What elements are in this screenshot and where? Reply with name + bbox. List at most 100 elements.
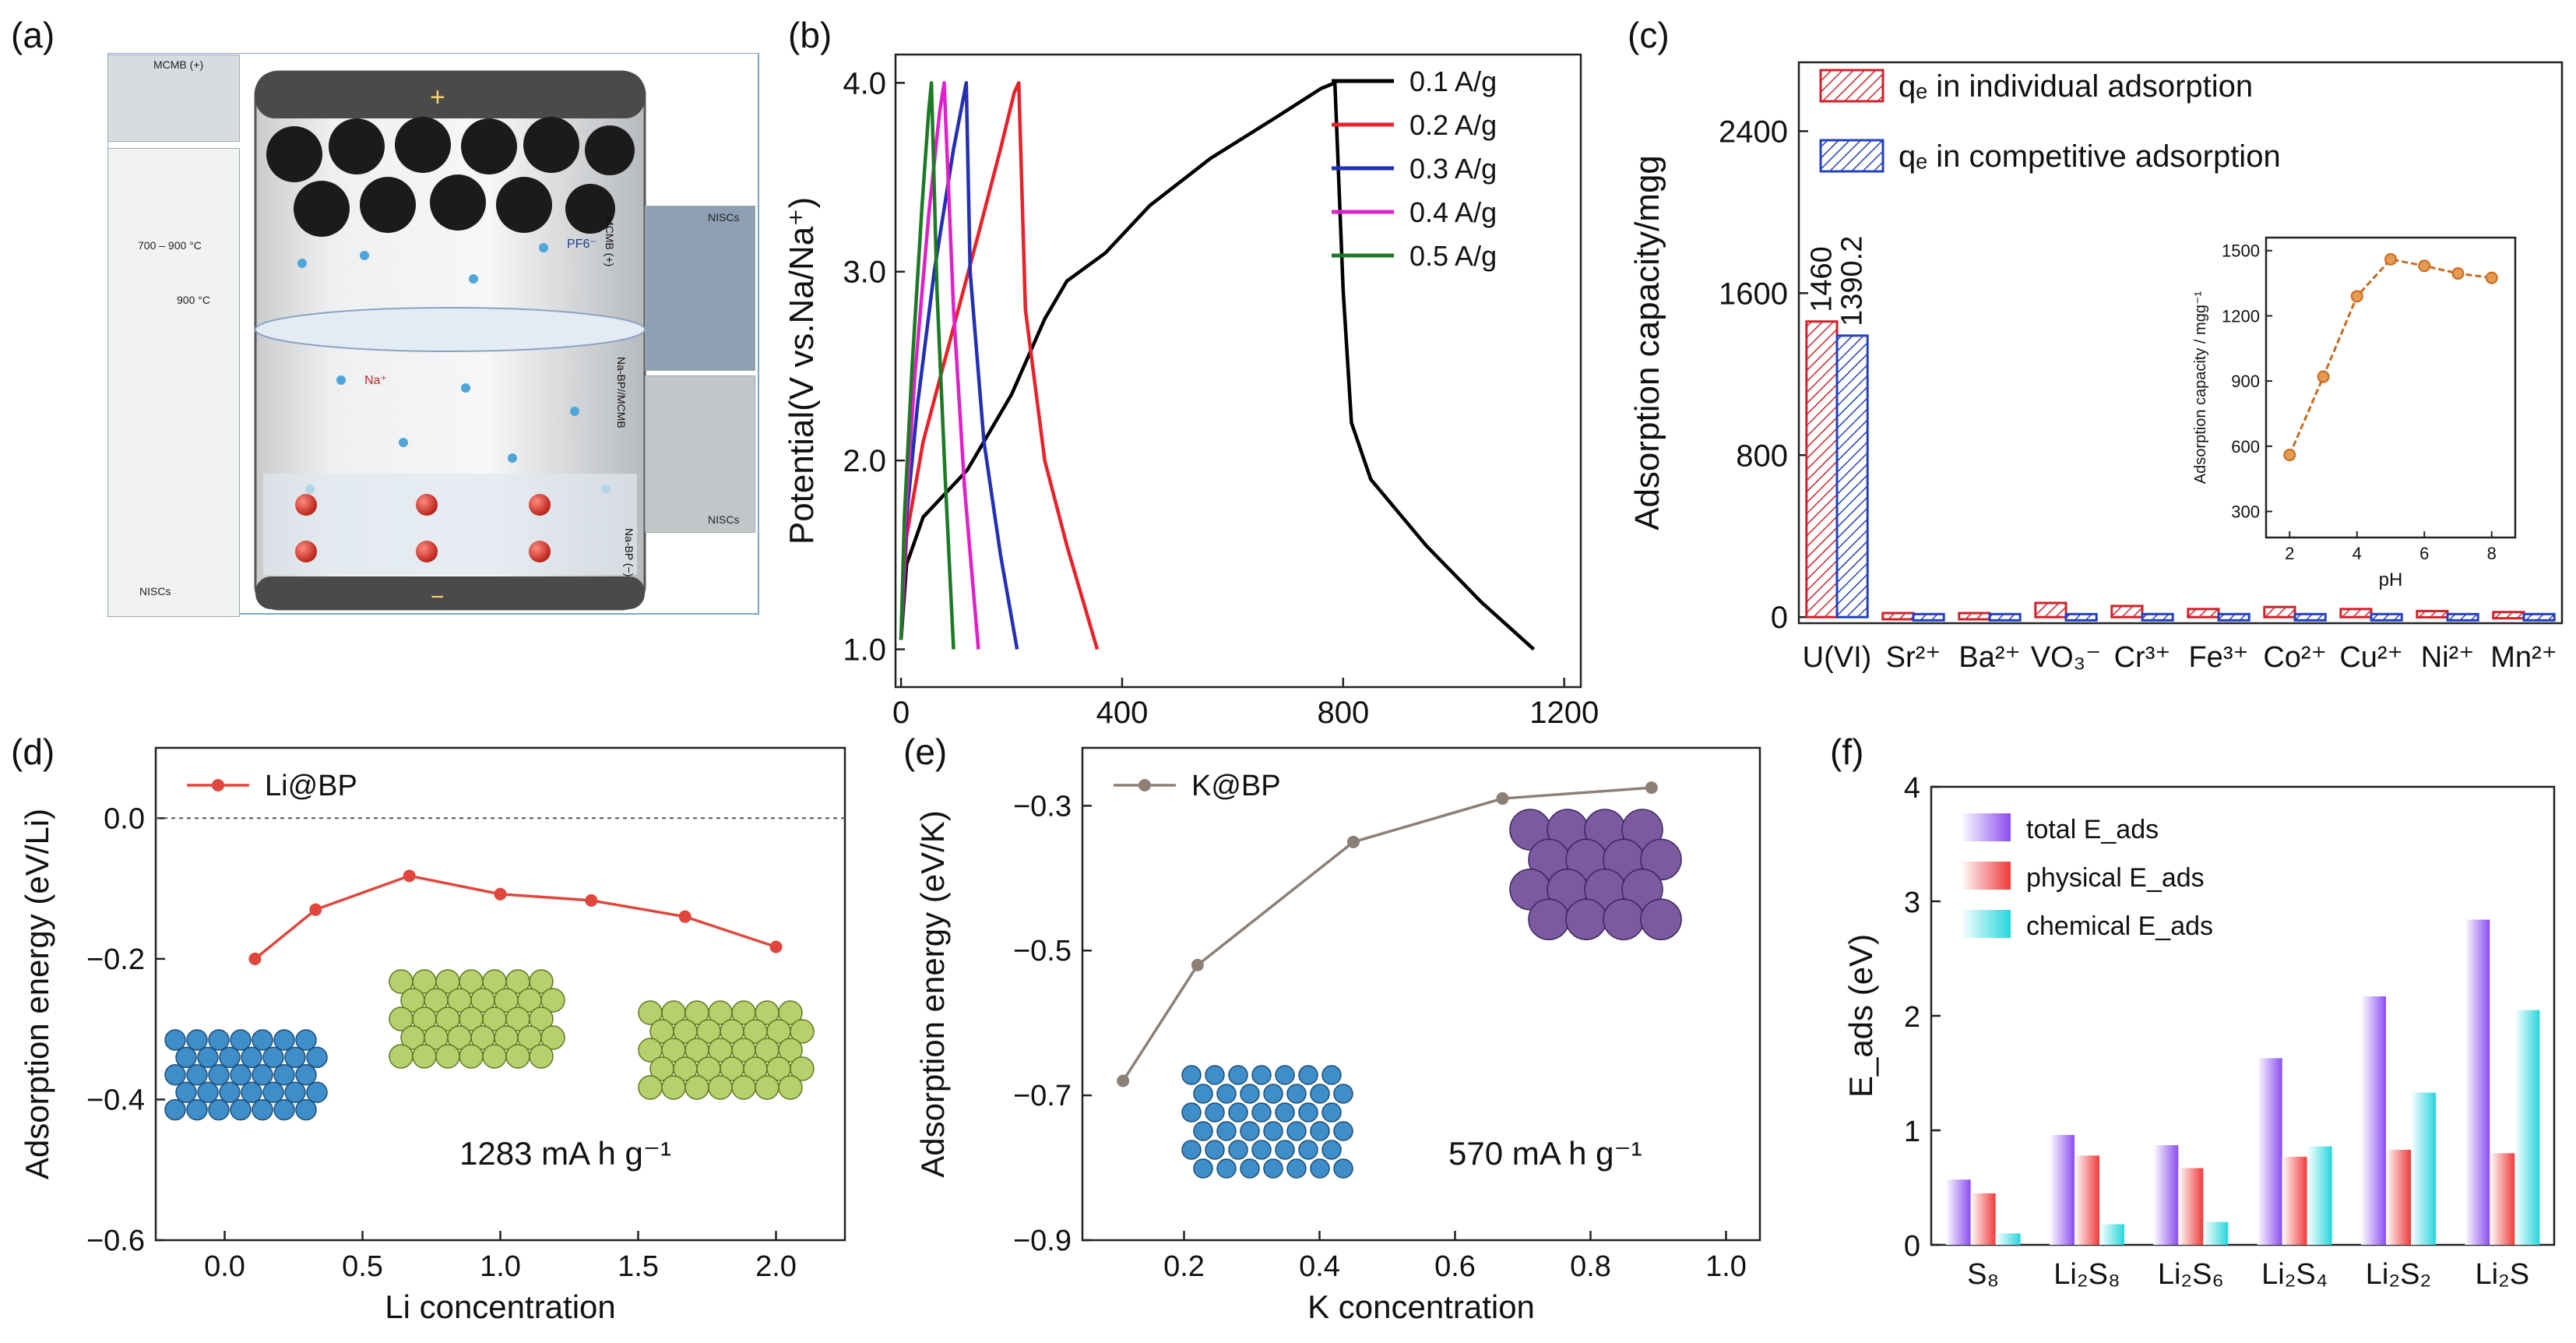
- inset-point-1: [2317, 370, 2330, 383]
- structure-atom: [1321, 1140, 1342, 1160]
- structure-atom: [295, 1064, 317, 1086]
- inset-point-2: [2350, 290, 2363, 303]
- photo-device-2: NISCs: [645, 375, 755, 533]
- bar-1-2: [1988, 612, 2022, 622]
- battery-diagram: + − PF6⁻ Na⁺ MCMB (+) Na-BP//MCMB Na-BP …: [107, 52, 759, 615]
- inset-x-tick-label: 4: [2353, 544, 2362, 563]
- structure-illustration-0: [1509, 809, 1682, 940]
- structure-atom: [1193, 1121, 1213, 1141]
- bar-0-2: [1958, 612, 1991, 621]
- bar-0-0: [1805, 320, 1839, 619]
- structure-atom: [1181, 1140, 1202, 1160]
- y-axis-label: Adsorption capacity/mgg: [1628, 155, 1666, 531]
- x-category-label: Sr²⁺: [1886, 641, 1941, 674]
- bar-2-3: [2307, 1146, 2332, 1245]
- x-tick-label: 400: [1096, 696, 1149, 730]
- x-category-label: Ba²⁺: [1958, 641, 2020, 674]
- structure-atom: [273, 1098, 295, 1121]
- y-tick-label: −0.2: [86, 943, 145, 976]
- structure-atom: [230, 1098, 252, 1121]
- structure-atom: [1333, 1084, 1353, 1104]
- pf6-label: PF6⁻: [567, 238, 596, 251]
- structure-atom: [284, 1046, 306, 1069]
- data-point-1: [309, 903, 322, 916]
- legend-label: Li@BP: [265, 770, 357, 802]
- mcmb-particles: [266, 117, 635, 237]
- structure-atom: [778, 1038, 803, 1063]
- structure-atom: [1193, 1084, 1213, 1104]
- x-tick-label: 800: [1317, 696, 1369, 730]
- structure-atom: [186, 1098, 208, 1121]
- structure-atom: [482, 1044, 507, 1069]
- bar-data-label-1: 1390.2: [1836, 236, 1869, 326]
- y-axis-label: Adsorption energy (eV/Li): [19, 809, 55, 1179]
- bp-lattice: [263, 474, 637, 575]
- structure-atom: [1565, 898, 1607, 940]
- bar-0-7: [2339, 608, 2373, 619]
- plot-frame: [1081, 746, 1761, 1242]
- structure-atom: [1216, 1158, 1237, 1179]
- data-point-4: [585, 894, 598, 907]
- legend-label-0: total E_ads: [2026, 815, 2159, 844]
- data-point-1: [1191, 958, 1204, 971]
- bar-0-5: [2187, 608, 2220, 619]
- legend-label: K@BP: [1191, 770, 1281, 802]
- y-tick-label: 1.0: [843, 633, 886, 668]
- y-axis-label: E_ads (eV): [1842, 934, 1879, 1098]
- structure-atom: [1240, 1084, 1260, 1104]
- structure-atom: [1275, 1102, 1295, 1123]
- structure-atom: [241, 1081, 262, 1103]
- x-category-label: Cu²⁺: [2339, 641, 2402, 674]
- bar-0-3: [2034, 601, 2067, 619]
- minus-terminal-label: −: [431, 584, 445, 610]
- y-axis-label: Adsorption energy (eV/K): [914, 810, 951, 1178]
- structure-atom: [1321, 1102, 1342, 1123]
- structure-atom: [1275, 1140, 1295, 1160]
- x-tick-label: 1.5: [618, 1250, 659, 1283]
- x-axis-label: K concentration: [1307, 1288, 1535, 1325]
- bar-1-3: [2282, 1156, 2307, 1245]
- legend-swatch-0: [1819, 69, 1884, 103]
- structure-atom: [241, 1046, 262, 1069]
- bar-data-label-0: 1460: [1805, 246, 1838, 312]
- panel-label-e: (e): [903, 731, 948, 772]
- bar-1-9: [2522, 612, 2556, 622]
- structure-atom: [1621, 869, 1663, 911]
- inset-x-tick-label: 8: [2487, 544, 2497, 563]
- legend-label-4: 0.5 A/g: [1409, 240, 1497, 272]
- structure-atom: [1621, 809, 1663, 851]
- data-point-4: [1645, 781, 1658, 795]
- bar-0-8: [2416, 609, 2449, 619]
- plot-frame: [1930, 785, 2556, 1246]
- legend-swatch-2: [1961, 910, 2011, 938]
- bar-0-3: [2257, 1058, 2282, 1245]
- structure-illustration-2: [638, 1000, 815, 1100]
- structure-atom: [1298, 1102, 1318, 1123]
- legend-label-1: physical E_ads: [2026, 863, 2205, 893]
- inset-x-axis-label: pH: [2379, 569, 2403, 590]
- bar-0-5: [2465, 919, 2490, 1245]
- inset-frame: [2265, 236, 2517, 539]
- plot-frame: [894, 53, 1582, 689]
- bar-2-2: [2203, 1221, 2229, 1245]
- data-point-3: [1496, 792, 1509, 805]
- structure-atom: [230, 1064, 252, 1086]
- x-tick-label: 0.6: [1434, 1250, 1476, 1283]
- legend-label-0: qₑ in individual adsorption: [1899, 69, 2253, 104]
- structure-atom: [1528, 898, 1570, 940]
- bar-2-5: [2514, 1010, 2540, 1245]
- x-category-label: Fe³⁺: [2188, 641, 2248, 674]
- structure-atom: [684, 1075, 709, 1100]
- photo-process-column: 700 – 900 °C 900 °C NISCs: [107, 148, 240, 617]
- y-tick-label: 2.0: [843, 444, 886, 478]
- structure-atom: [284, 1081, 306, 1103]
- structure-atom: [175, 1046, 197, 1069]
- data-point-6: [769, 940, 783, 953]
- structure-atom: [1216, 1121, 1237, 1141]
- structure-atom: [1240, 1158, 1260, 1179]
- x-axis-label: Li concentration: [385, 1288, 616, 1325]
- panel-label-c: (c): [1628, 15, 1670, 55]
- structure-atom: [1333, 1158, 1353, 1179]
- structure-atom: [273, 1029, 295, 1051]
- structure-atom: [1298, 1140, 1318, 1160]
